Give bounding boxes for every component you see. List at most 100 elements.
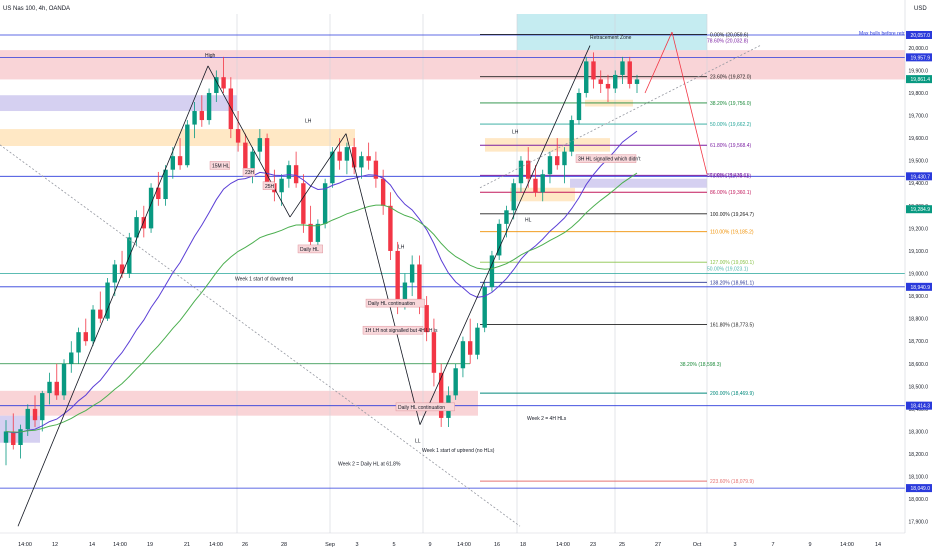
candle-body [279, 178, 284, 193]
time-tick-label: 14:00 [840, 542, 854, 548]
moving-average-green [5, 172, 638, 433]
currency-label: USD [914, 6, 927, 12]
time-tick-label: 16 [494, 542, 500, 548]
moving-average-purple [5, 130, 638, 434]
candle-body [438, 372, 444, 418]
candle-body [467, 341, 473, 355]
candle-body [141, 217, 147, 229]
annotation-box [209, 161, 230, 170]
time-tick-label: 7 [771, 542, 774, 548]
annotation-box [365, 298, 425, 308]
fib-level-label: 23.60% (19,872.0) [710, 75, 751, 81]
fib-extra-label: Max bulls before retracement [859, 31, 924, 37]
fib-extra-label: 38.20% (18,598.3) [680, 362, 721, 368]
time-tick-label: 14:00 [18, 542, 32, 548]
candle-body [221, 77, 226, 89]
trendline-up-2 [289, 133, 347, 218]
fib-level-label: 223.60% (18,079.9) [710, 479, 754, 485]
chart-annotation: Week 1 start of uptrend (no HLs) [422, 448, 495, 454]
candle-body [576, 92, 582, 121]
time-tick-label: 18 [520, 542, 526, 548]
candle-body [547, 156, 553, 175]
candle-body [25, 408, 30, 430]
fib-extra-label: 78.60% (20,032.8) [707, 38, 748, 44]
candle-body [453, 368, 458, 396]
price-tick-label: 19,500.0 [909, 159, 929, 165]
price-tick-label: 19,700.0 [909, 114, 929, 120]
chart-annotation: Daily HL continuation [398, 405, 445, 411]
time-tick-label: 3 [355, 542, 358, 548]
fib-level-label: 110.00% (19,185.2) [710, 230, 754, 236]
candle-body [315, 223, 321, 242]
price-label-text: 19,284.9 [911, 207, 931, 213]
candle-body [395, 250, 400, 301]
candle-body [634, 79, 640, 84]
projection-down [671, 31, 708, 175]
candle-body [424, 305, 429, 333]
time-tick-label: 25 [619, 542, 625, 548]
fib-extra-label: 50.00% (19,023.1) [707, 266, 748, 272]
candle-body [257, 138, 263, 152]
candle-body [54, 381, 59, 396]
chart-annotation: HL [525, 218, 532, 224]
candle-body [163, 169, 168, 200]
projection-up [644, 31, 673, 94]
annotation-box [242, 168, 256, 177]
annotation-box [575, 154, 637, 163]
chart-annotation: 23H [245, 170, 255, 176]
candle-body [431, 332, 437, 373]
candle-body [127, 237, 132, 274]
chart-annotation: Retracement Zone [590, 35, 632, 41]
candle-body [613, 74, 618, 89]
price-label-text: 20,057.0 [911, 33, 931, 39]
price-tick-label: 18,400.0 [909, 407, 929, 413]
chart-annotation: 15M HL [212, 163, 230, 169]
candle-body [250, 151, 255, 170]
candle-body [344, 147, 350, 161]
candle-body [417, 264, 422, 306]
price-label-text: 18,049.0 [911, 486, 931, 492]
candle-body [235, 129, 241, 143]
chart-annotation: Week 1 start of downtrend [235, 276, 293, 282]
candle-body [3, 431, 9, 443]
candle-body [199, 111, 205, 121]
time-tick-label: 14:00 [113, 542, 127, 548]
candle-body [388, 205, 393, 251]
candle-body [475, 327, 480, 355]
symbol-title: US Nas 100, 4h, OANDA [3, 6, 70, 12]
fib-level-label: 200.00% (18,469.9) [710, 391, 754, 397]
candle-body [112, 264, 117, 283]
price-axis: 20,000.0 19,900.0 19,800.0 19,700.0 19,600.0… [904, 0, 932, 550]
retracement-zone [517, 14, 707, 51]
time-tick-label: 28 [281, 542, 287, 548]
chart-annotation: High [205, 53, 216, 59]
price-tick-label: 19,200.0 [909, 226, 929, 232]
candle-body [330, 151, 335, 184]
time-tick-label: 19 [147, 542, 153, 548]
chart-annotation: 1H LH not signalled but 4H LH is [365, 328, 438, 334]
price-axis-background [905, 0, 932, 550]
candle-body [76, 332, 81, 353]
fib-layer: 0.00% (20,059.6) 23.60% (19,872.0) 38.20% … [480, 31, 924, 485]
candle-body [620, 61, 625, 75]
time-tick-label: 3 [733, 542, 736, 548]
price-label-text: 19,861.4 [911, 77, 931, 83]
time-tick-label: 14 [875, 542, 881, 548]
chart-annotation: LH [512, 130, 519, 136]
candle-body [11, 431, 16, 445]
time-tick-label: 14:00 [457, 542, 471, 548]
candle-body [18, 429, 23, 445]
candle-body [359, 156, 364, 168]
price-tick-label: 17,900.0 [909, 520, 929, 526]
price-label-badge [906, 75, 932, 84]
candle-body [569, 120, 574, 152]
candle-body [264, 138, 270, 184]
time-tick-label: 14 [89, 542, 95, 548]
candle-body [105, 282, 110, 319]
fib-level-label: 0.00% (20,059.6) [710, 32, 749, 38]
candle-body [177, 156, 183, 166]
candle-body [518, 160, 524, 184]
